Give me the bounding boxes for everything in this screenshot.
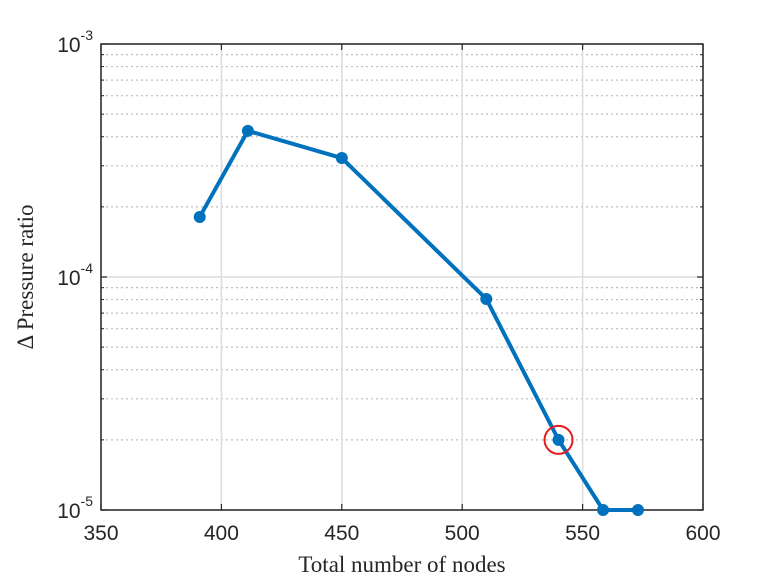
- x-tick-label: 350: [83, 522, 118, 545]
- x-tick-label: 550: [565, 522, 600, 545]
- data-point: [480, 292, 493, 305]
- x-axis-label: Total number of nodes: [298, 552, 505, 577]
- y-tick-label: 10-4: [57, 260, 93, 290]
- y-tick-label: 10-5: [57, 493, 93, 523]
- y-tick-exponent: -5: [81, 493, 94, 509]
- data-point: [241, 124, 254, 137]
- y-tick-exponent: -4: [81, 260, 94, 276]
- y-tick-base: 10: [57, 500, 80, 523]
- data-point: [335, 152, 348, 165]
- data-point: [597, 504, 610, 516]
- y-tick-base: 10: [57, 34, 80, 57]
- data-point: [193, 210, 206, 223]
- x-tick-label: 500: [445, 522, 480, 545]
- x-tick-label: 450: [324, 522, 359, 545]
- axes-box: [100, 43, 704, 511]
- x-tick-label: 400: [204, 522, 239, 545]
- highlight-circle: [543, 424, 574, 455]
- y-tick-exponent: -3: [81, 27, 94, 43]
- y-axis-label: Δ Pressure ratio: [13, 204, 38, 349]
- data-point: [552, 433, 565, 446]
- y-tick-label: 10-3: [57, 27, 93, 57]
- data-point: [631, 504, 644, 516]
- y-tick-base: 10: [57, 267, 80, 290]
- x-tick-label: 600: [685, 522, 720, 545]
